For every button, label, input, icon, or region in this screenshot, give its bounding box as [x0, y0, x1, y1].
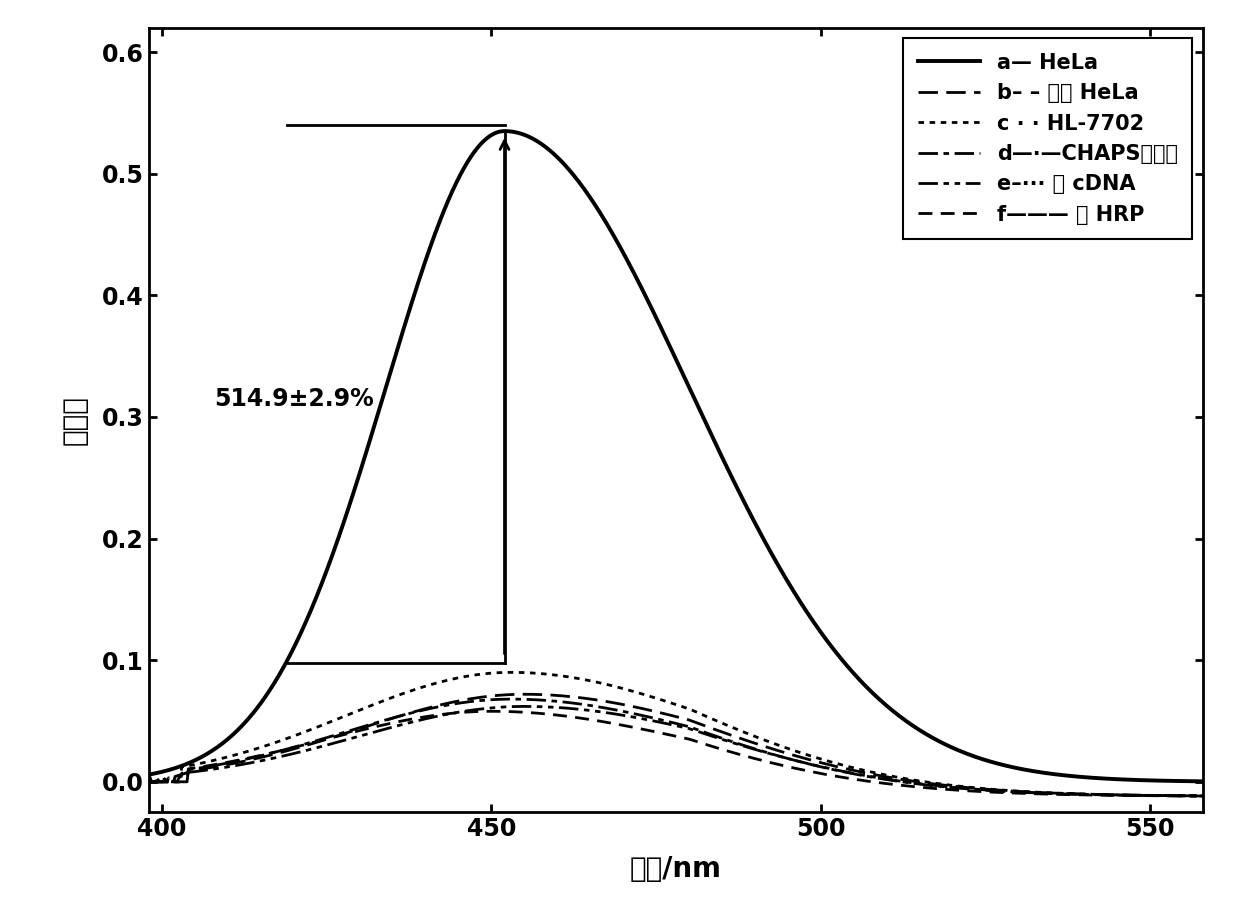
Legend: a— HeLa, b– – 失活 HeLa, c · · HL-7702, d—·—CHAPS裂解液, e–··· 无 cDNA, f——— 无 HRP: a— HeLa, b– – 失活 HeLa, c · · HL-7702, d—…	[903, 38, 1193, 239]
Y-axis label: 吸光度: 吸光度	[61, 395, 88, 445]
X-axis label: 波长/nm: 波长/nm	[630, 855, 722, 883]
Text: 514.9±2.9%: 514.9±2.9%	[215, 387, 374, 411]
